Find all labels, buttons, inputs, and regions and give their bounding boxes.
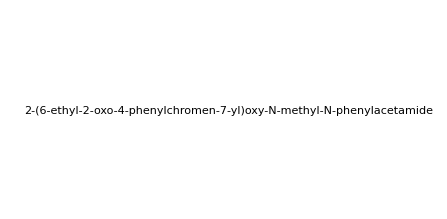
Text: 2-(6-ethyl-2-oxo-4-phenylchromen-7-yl)oxy-N-methyl-N-phenylacetamide: 2-(6-ethyl-2-oxo-4-phenylchromen-7-yl)ox… <box>25 106 434 116</box>
